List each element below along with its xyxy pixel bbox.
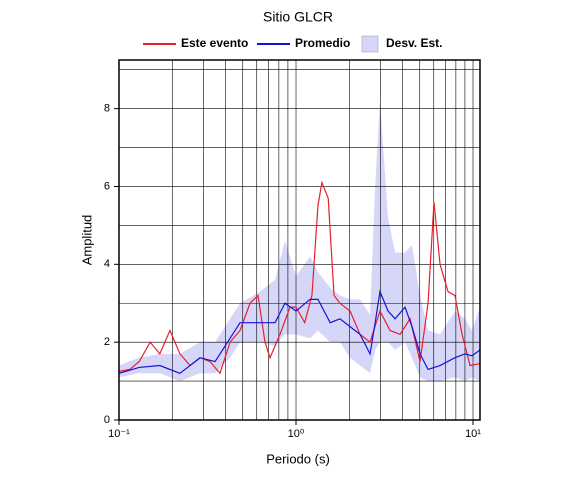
y-tick-label: 4 — [104, 258, 110, 270]
y-axis-label: Amplitud — [79, 215, 94, 266]
y-tick-label: 0 — [104, 414, 110, 426]
data-line — [118, 289, 481, 374]
x-tick-label: 10¹ — [465, 428, 481, 440]
legend-label: Promedio — [295, 36, 350, 50]
plot-area — [118, 60, 481, 421]
legend-swatch — [361, 35, 379, 53]
y-tick-label: 6 — [104, 180, 110, 192]
x-tick-label: 10⁻¹ — [108, 428, 130, 440]
legend-label: Este evento — [181, 36, 248, 50]
y-tick-label: 2 — [104, 336, 110, 348]
std-band — [119, 100, 480, 382]
plot-frame — [118, 59, 481, 421]
x-tick-label: 10⁰ — [288, 428, 305, 440]
chart-title: Sitio GLCR — [263, 9, 333, 25]
y-tick-label: 8 — [104, 103, 110, 115]
x-axis-label: Periodo (s) — [266, 451, 330, 466]
legend-label: Desv. Est. — [386, 36, 442, 50]
